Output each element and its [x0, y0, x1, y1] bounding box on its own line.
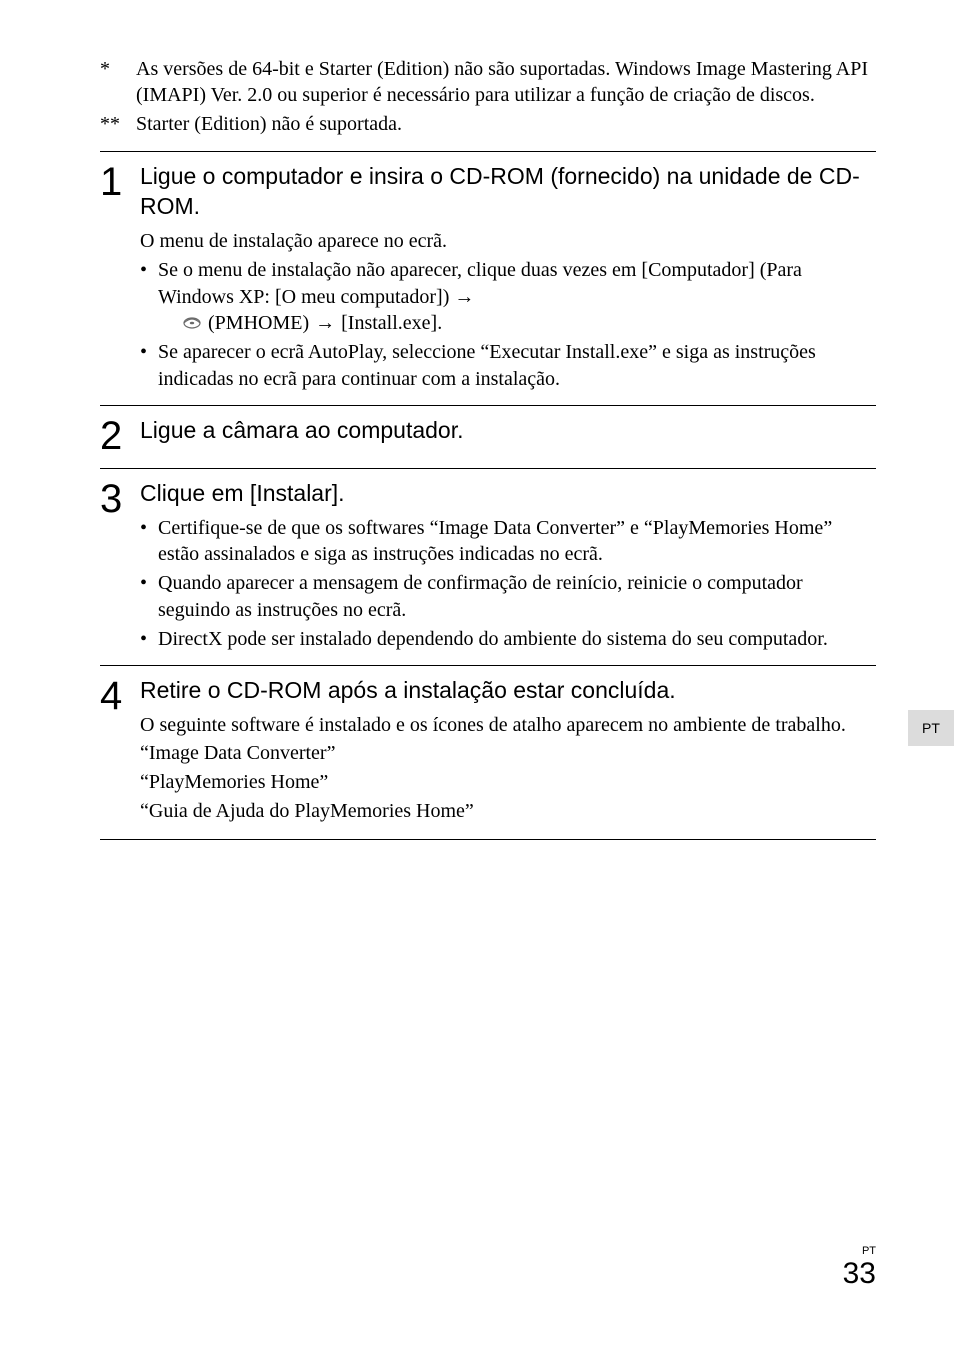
step-body: Ligue a câmara ao computador.	[140, 416, 876, 456]
page-number-block: PT 33	[843, 1246, 876, 1289]
step-body: Clique em [Instalar]. • Certifique-se de…	[140, 479, 876, 653]
arrow-icon: →	[454, 286, 474, 308]
step-number: 2	[100, 416, 140, 456]
page-lang-label: PT	[843, 1246, 876, 1257]
page-number: 33	[843, 1259, 876, 1289]
bullet-text-part: [Install.exe].	[341, 310, 442, 337]
step-paragraph: O seguinte software é instalado e os íco…	[140, 712, 876, 739]
step-title: Clique em [Instalar].	[140, 479, 876, 509]
software-name: “Guia de Ajuda do PlayMemories Home”	[140, 798, 876, 825]
footnote-text: As versões de 64-bit e Starter (Edition)…	[136, 56, 876, 109]
step-number: 3	[100, 479, 140, 653]
step-3: 3 Clique em [Instalar]. • Certifique-se …	[100, 469, 876, 665]
step-1: 1 Ligue o computador e insira o CD-ROM (…	[100, 152, 876, 405]
bullet-continuation: (PMHOME) → [Install.exe].	[158, 310, 876, 337]
bullet-glyph: •	[140, 570, 158, 624]
footnote-marker: **	[100, 111, 136, 137]
bullet-text: Se aparecer o ecrã AutoPlay, seleccione …	[158, 339, 876, 393]
bullet-item: • Se aparecer o ecrã AutoPlay, seleccion…	[140, 339, 876, 393]
disc-icon	[182, 310, 202, 337]
bullet-glyph: •	[140, 515, 158, 569]
bullet-text-part: (PMHOME)	[208, 310, 309, 337]
step-body: Ligue o computador e insira o CD-ROM (fo…	[140, 162, 876, 393]
bullet-text: Se o menu de instalação não aparecer, cl…	[158, 257, 876, 337]
divider	[100, 839, 876, 840]
footnote-marker: *	[100, 56, 136, 109]
bullet-glyph: •	[140, 626, 158, 653]
bullet-item: • DirectX pode ser instalado dependendo …	[140, 626, 876, 653]
bullet-item: • Certifique-se de que os softwares “Ima…	[140, 515, 876, 569]
footnote: * As versões de 64-bit e Starter (Editio…	[100, 56, 876, 109]
step-title: Ligue o computador e insira o CD-ROM (fo…	[140, 162, 876, 222]
bullet-item: • Quando aparecer a mensagem de confirma…	[140, 570, 876, 624]
software-name: “Image Data Converter”	[140, 740, 876, 767]
bullet-text: Quando aparecer a mensagem de confirmaçã…	[158, 570, 876, 624]
language-tab: PT	[908, 710, 954, 746]
step-body: Retire o CD-ROM após a instalação estar …	[140, 676, 876, 827]
step-paragraph: O menu de instalação aparece no ecrã.	[140, 228, 876, 255]
footnotes-block: * As versões de 64-bit e Starter (Editio…	[100, 56, 876, 137]
footnote-text: Starter (Edition) não é suportada.	[136, 111, 876, 137]
step-title: Ligue a câmara ao computador.	[140, 416, 876, 446]
bullet-glyph: •	[140, 339, 158, 393]
step-2: 2 Ligue a câmara ao computador.	[100, 406, 876, 468]
step-4: 4 Retire o CD-ROM após a instalação esta…	[100, 666, 876, 839]
bullet-text: Certifique-se de que os softwares “Image…	[158, 515, 876, 569]
footnote: ** Starter (Edition) não é suportada.	[100, 111, 876, 137]
arrow-icon: →	[315, 310, 335, 337]
software-name: “PlayMemories Home”	[140, 769, 876, 796]
step-title: Retire o CD-ROM após a instalação estar …	[140, 676, 876, 706]
bullet-glyph: •	[140, 257, 158, 337]
bullet-text-line: Se o menu de instalação não aparecer, cl…	[158, 259, 802, 308]
step-number: 4	[100, 676, 140, 827]
step-number: 1	[100, 162, 140, 393]
bullet-item: • Se o menu de instalação não aparecer, …	[140, 257, 876, 337]
bullet-text: DirectX pode ser instalado dependendo do…	[158, 626, 876, 653]
